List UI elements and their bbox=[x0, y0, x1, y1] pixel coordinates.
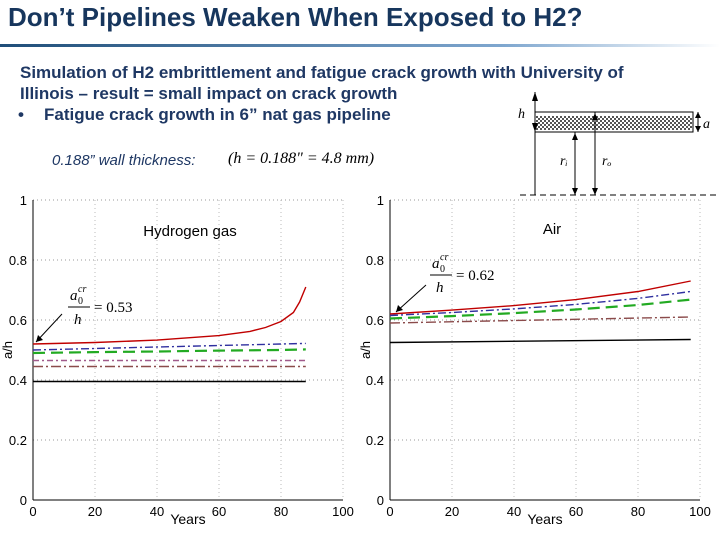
annotation-arrow bbox=[395, 284, 427, 313]
y-tick-label: 1 bbox=[377, 193, 384, 208]
x-tick-label: 0 bbox=[386, 504, 393, 519]
x-tick-label: 40 bbox=[507, 504, 521, 519]
x-tick-label: 100 bbox=[689, 504, 711, 519]
y-tick-label: 0 bbox=[20, 493, 27, 508]
x-tick-label: 100 bbox=[332, 504, 354, 519]
y-tick-label: 0.2 bbox=[9, 433, 27, 448]
y-tick-label: 0.6 bbox=[9, 313, 27, 328]
x-tick-label: 20 bbox=[445, 504, 459, 519]
y-tick-label: 0.6 bbox=[366, 313, 384, 328]
annotation-numerator: a bbox=[70, 288, 78, 304]
annotation-numerator: a bbox=[432, 256, 440, 272]
thickness-label: 0.188” wall thickness: bbox=[52, 152, 196, 169]
annotation-arrow bbox=[35, 313, 63, 343]
bullet-dot: • bbox=[18, 105, 24, 124]
thickness-formula: (h = 0.188" = 4.8 mm) bbox=[228, 150, 375, 167]
series-line-red bbox=[389, 280, 691, 315]
y-tick-label: 0.4 bbox=[9, 373, 27, 388]
series-line-brown bbox=[389, 316, 691, 324]
y-axis-label: a/h bbox=[358, 341, 373, 359]
annotation-denominator: h bbox=[74, 312, 82, 328]
annotation-value: = 0.62 bbox=[456, 268, 494, 284]
annotation-value: = 0.53 bbox=[94, 300, 132, 316]
x-tick-label: 80 bbox=[631, 504, 645, 519]
y-tick-label: 0.4 bbox=[366, 373, 384, 388]
series-line-black bbox=[389, 338, 691, 344]
slide-body: Simulation of H2 embrittlement and fatig… bbox=[18, 62, 624, 125]
annotation-arrowhead bbox=[36, 335, 43, 342]
series-line-blue bbox=[32, 342, 306, 351]
annotation-arrowhead bbox=[396, 305, 403, 312]
x-axis-label: Years bbox=[170, 511, 205, 527]
annotation-subscript: 0 bbox=[440, 264, 445, 275]
annotation-superscript: cr bbox=[440, 252, 448, 263]
label-ro: rₒ bbox=[602, 154, 611, 169]
series-line-red bbox=[32, 286, 307, 345]
series-line-green bbox=[32, 348, 306, 355]
label-ri: rᵢ bbox=[560, 154, 568, 169]
series-line-green bbox=[389, 298, 691, 320]
x-axis-label: Years bbox=[527, 511, 562, 527]
y-axis-label: a/h bbox=[0, 341, 15, 359]
x-tick-label: 60 bbox=[212, 504, 226, 519]
y-tick-label: 1 bbox=[20, 193, 27, 208]
annotation-subscript: 0 bbox=[78, 296, 83, 307]
x-tick-label: 80 bbox=[274, 504, 288, 519]
annotation-denominator: h bbox=[436, 280, 444, 296]
y-tick-label: 0.8 bbox=[366, 253, 384, 268]
body-line-2: Illinois – result = small impact on crac… bbox=[20, 84, 398, 103]
x-tick-label: 60 bbox=[569, 504, 583, 519]
y-tick-label: 0.2 bbox=[366, 433, 384, 448]
chart-title: Air bbox=[543, 221, 561, 238]
bullet-item: • Fatigue crack growth in 6” nat gas pipe… bbox=[18, 104, 624, 125]
series-line-blue bbox=[389, 290, 691, 317]
title-underline bbox=[0, 44, 720, 47]
annotation-superscript: cr bbox=[78, 284, 86, 295]
body-line-1: Simulation of H2 embrittlement and fatig… bbox=[20, 63, 624, 82]
y-tick-label: 0 bbox=[377, 493, 384, 508]
x-tick-label: 40 bbox=[150, 504, 164, 519]
slide-title: Don’t Pipelines Weaken When Exposed to H… bbox=[8, 2, 583, 32]
chart-title: Hydrogen gas bbox=[143, 223, 236, 240]
x-tick-label: 20 bbox=[88, 504, 102, 519]
x-tick-label: 0 bbox=[29, 504, 36, 519]
bullet-text: Fatigue crack growth in 6” nat gas pipel… bbox=[44, 105, 391, 124]
label-a: a bbox=[703, 117, 710, 132]
y-tick-label: 0.8 bbox=[9, 253, 27, 268]
